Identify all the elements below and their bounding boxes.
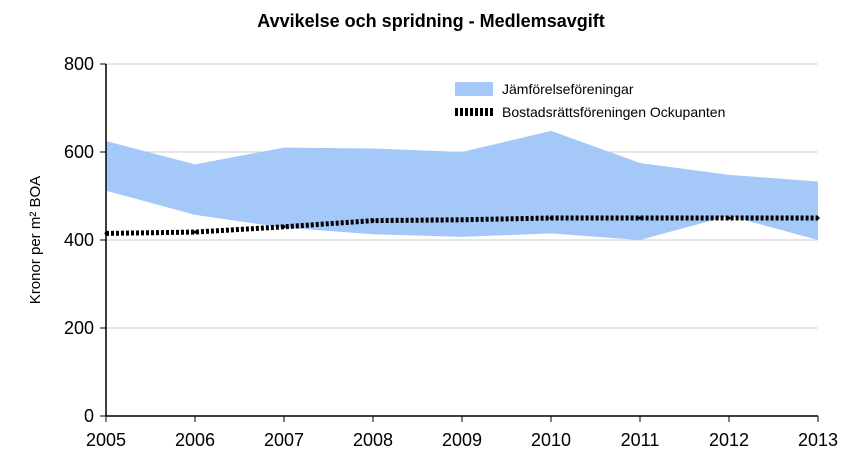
x-tick-label-2008: 2008 xyxy=(353,430,393,450)
x-tick-label-2011: 2011 xyxy=(621,430,660,450)
line-point-2010 xyxy=(549,216,553,220)
x-tick-label-2010: 2010 xyxy=(531,430,571,450)
y-tick-labels: 0 200 400 600 800 xyxy=(64,54,94,426)
legend-label-line: Bostadsrättsföreningen Ockupanten xyxy=(502,104,725,120)
x-tick-labels: 2005 2006 2007 2008 2009 2010 2011 2012 2013 xyxy=(86,430,838,450)
x-tick-label-2006: 2006 xyxy=(175,430,215,450)
x-tick-label-2007: 2007 xyxy=(264,430,304,450)
line-point-2011 xyxy=(638,216,642,220)
y-tick-label-600: 600 xyxy=(64,142,94,162)
y-tick-label-800: 800 xyxy=(64,54,94,74)
comparison-band xyxy=(106,130,818,240)
line-point-2006 xyxy=(193,230,197,234)
line-point-2012 xyxy=(727,216,731,220)
x-tick-label-2009: 2009 xyxy=(442,430,482,450)
line-point-2013 xyxy=(816,216,820,220)
legend-label-band: Jämförelseföreningar xyxy=(502,81,634,97)
axes xyxy=(100,63,819,422)
band-area xyxy=(106,130,818,240)
legend: Jämförelseföreningar Bostadsrättsförenin… xyxy=(455,81,725,120)
line-point-2007 xyxy=(282,225,286,229)
x-tick-label-2012: 2012 xyxy=(709,430,749,450)
legend-swatch-band xyxy=(455,82,493,96)
line-point-2009 xyxy=(460,218,464,222)
y-tick-label-400: 400 xyxy=(64,230,94,250)
x-tick-label-2013: 2013 xyxy=(798,430,838,450)
y-tick-label-200: 200 xyxy=(64,318,94,338)
x-tick-label-2005: 2005 xyxy=(86,430,126,450)
chart-title: Avvikelse och spridning - Medlemsavgift xyxy=(257,11,604,31)
line-point-2008 xyxy=(371,219,375,223)
y-tick-label-0: 0 xyxy=(84,406,94,426)
y-axis-label: Kronor per m² BOA xyxy=(27,176,44,304)
